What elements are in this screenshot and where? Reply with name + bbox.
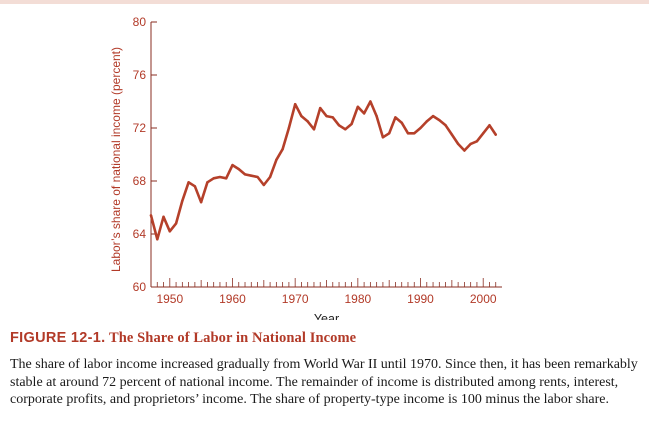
y-tick-label: 76 xyxy=(133,68,147,82)
figure-title: FIGURE 12-1. The Share of Labor in Natio… xyxy=(10,330,356,347)
data-point xyxy=(312,128,316,131)
data-point xyxy=(168,230,172,233)
data-point xyxy=(281,148,284,151)
data-point xyxy=(469,142,472,146)
data-point xyxy=(187,181,190,184)
data-point xyxy=(212,177,215,180)
data-point xyxy=(181,199,184,203)
figure-label: FIGURE 12-1. xyxy=(10,330,106,346)
data-point xyxy=(243,173,247,176)
data-point xyxy=(381,136,385,139)
data-point xyxy=(406,132,410,135)
y-tick-label: 80 xyxy=(133,15,147,29)
data-point xyxy=(325,114,328,118)
data-point xyxy=(250,174,253,177)
data-point xyxy=(300,114,303,118)
data-point xyxy=(413,132,416,135)
data-point xyxy=(174,222,178,225)
data-point xyxy=(237,167,240,171)
data-point xyxy=(306,120,309,123)
data-point xyxy=(262,183,266,187)
data-point xyxy=(162,215,165,218)
data-point xyxy=(475,140,479,143)
data-point xyxy=(206,181,209,184)
y-axis-label: Labor’s share of national income (percen… xyxy=(109,47,123,272)
series-line xyxy=(149,100,498,241)
data-point xyxy=(149,214,153,217)
data-point xyxy=(218,175,222,179)
data-series xyxy=(149,100,498,241)
y-axis: 60 64 68 72 76 80 xyxy=(133,15,157,294)
data-point xyxy=(231,163,234,167)
y-tick-label: 72 xyxy=(133,121,147,135)
data-point xyxy=(400,121,403,124)
data-point xyxy=(431,114,435,118)
data-point xyxy=(425,120,428,123)
data-point xyxy=(438,118,441,122)
data-point xyxy=(387,132,391,135)
x-tick-label: 1960 xyxy=(219,292,246,306)
data-point xyxy=(275,158,278,161)
figure-title-text: The Share of Labor in National Income xyxy=(108,330,357,346)
line-chart: 60 64 68 72 76 80 1950 1960 1970 1980 1990 2000 La… xyxy=(109,15,502,320)
data-point xyxy=(344,128,347,131)
x-axis: 1950 1960 1970 1980 1990 2000 xyxy=(151,278,502,306)
data-point xyxy=(362,112,366,115)
x-tick-label: 1990 xyxy=(407,292,434,306)
data-point xyxy=(481,132,485,135)
data-point xyxy=(463,149,466,152)
x-tick-label: 1970 xyxy=(282,292,309,306)
data-point xyxy=(488,124,491,127)
data-point xyxy=(369,100,372,103)
y-tick-label: 60 xyxy=(133,280,147,294)
data-point xyxy=(394,116,397,119)
x-tick-label: 1950 xyxy=(156,292,183,306)
data-point xyxy=(199,201,203,204)
data-point xyxy=(319,106,322,110)
data-point xyxy=(293,102,297,106)
data-point xyxy=(456,142,460,146)
figure-caption: The share of labor income increased grad… xyxy=(10,357,638,407)
x-tick-label: 2000 xyxy=(470,292,497,306)
data-point xyxy=(375,114,378,118)
data-point xyxy=(193,185,197,188)
data-point xyxy=(450,133,454,136)
x-axis-label: Year xyxy=(314,312,339,320)
data-point xyxy=(494,133,497,136)
x-tick-label: 1980 xyxy=(344,292,371,306)
data-point xyxy=(268,175,272,179)
data-point xyxy=(287,126,291,130)
y-tick-label: 68 xyxy=(133,174,147,188)
data-point xyxy=(444,124,447,127)
top-color-band xyxy=(0,0,649,4)
y-tick-label: 64 xyxy=(133,227,147,241)
data-point xyxy=(419,126,422,130)
data-point xyxy=(331,116,334,119)
data-point xyxy=(256,175,259,179)
data-point xyxy=(156,238,159,241)
data-point xyxy=(337,124,341,127)
data-point xyxy=(225,177,228,180)
data-point xyxy=(356,105,360,109)
data-point xyxy=(350,122,353,126)
